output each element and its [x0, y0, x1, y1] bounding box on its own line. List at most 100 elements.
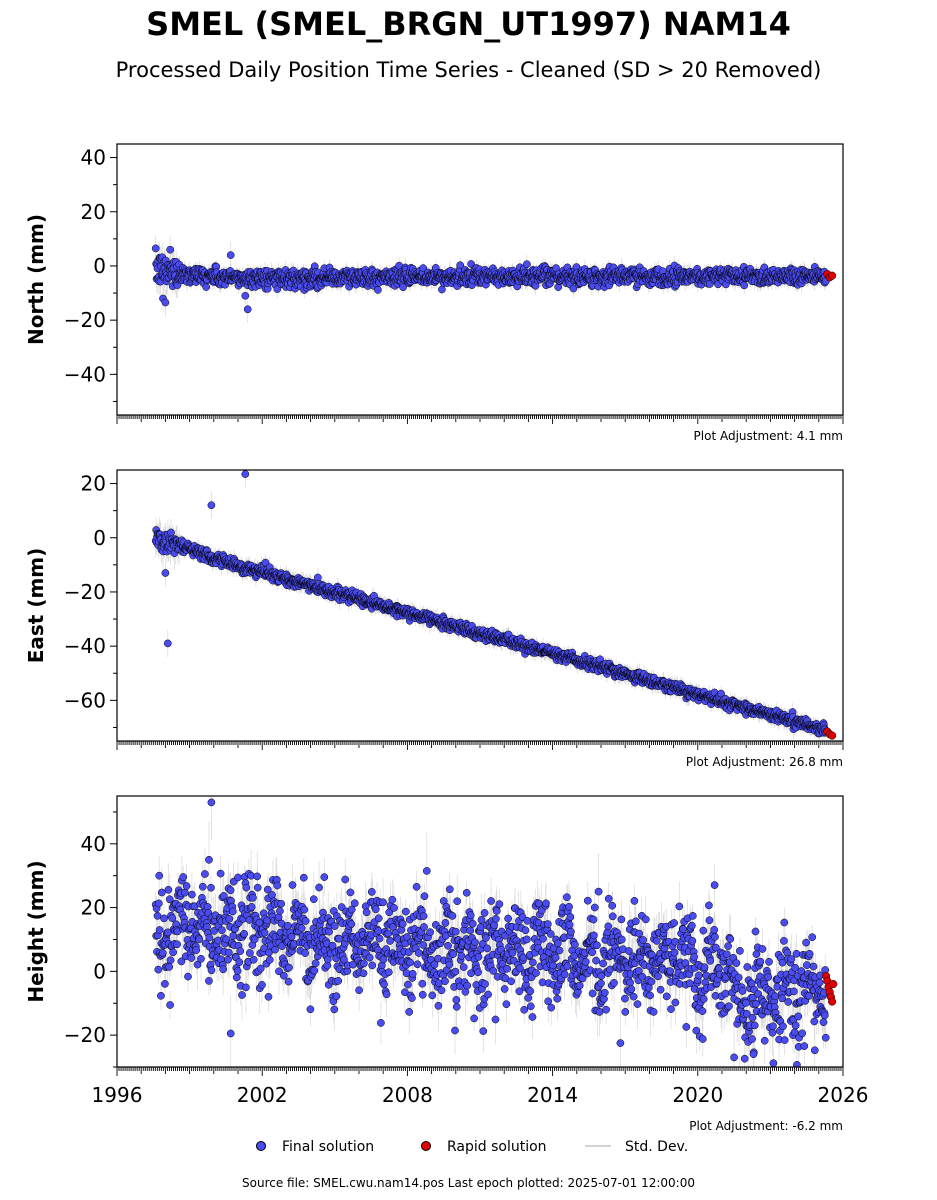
height-final-point [627, 985, 636, 994]
height-final-point [330, 922, 339, 930]
east-final-points [151, 470, 830, 738]
north-final-point [243, 305, 252, 314]
east-final-point [241, 470, 250, 478]
height-final-point [508, 948, 517, 957]
height-final-point [453, 897, 462, 906]
height-final-point [418, 990, 427, 999]
height-final-point [404, 980, 412, 989]
height-final-point [408, 994, 416, 1002]
height-final-point [595, 1008, 604, 1016]
height-final-point [181, 888, 189, 897]
height-final-point [468, 919, 477, 928]
height-final-point [448, 912, 457, 920]
height-final-point [335, 934, 343, 943]
height-final-point [445, 960, 454, 969]
height-final-point [177, 957, 186, 966]
north-ytick-label: 20 [81, 200, 106, 224]
height-final-point [481, 980, 489, 988]
height-final-point [347, 920, 356, 928]
east-final-point [163, 639, 172, 648]
north-final-point [166, 245, 175, 254]
height-final-point [634, 967, 643, 975]
height-final-point [284, 977, 293, 986]
height-final-point [555, 946, 564, 955]
north-final-point [569, 284, 578, 293]
height-final-point [279, 971, 288, 980]
height-final-point [463, 981, 472, 990]
height-final-point [565, 920, 574, 929]
height-final-point [166, 1001, 174, 1009]
height-final-point [258, 981, 266, 989]
height-final-point [547, 1003, 556, 1012]
height-final-point [154, 899, 163, 908]
height-final-point [265, 955, 274, 964]
height-final-point [420, 923, 428, 931]
east-final-point [167, 528, 175, 537]
height-final-point [524, 994, 533, 1002]
height-final-point [328, 941, 337, 950]
height-final-point [526, 1002, 535, 1011]
height-final-point [401, 907, 410, 916]
height-final-point [315, 883, 323, 892]
height-final-point [474, 968, 482, 977]
height-final-point [549, 961, 557, 970]
height-final-point [437, 986, 446, 995]
height-final-point [544, 997, 553, 1006]
height-final-point [386, 937, 394, 945]
height-final-point [604, 922, 613, 931]
height-final-point [155, 926, 164, 934]
north-ytick-label: −20 [64, 308, 106, 332]
height-final-point [583, 896, 592, 905]
height-final-point [287, 932, 296, 941]
height-final-point [477, 916, 486, 924]
east-rapid-points [823, 727, 837, 740]
height-final-point [621, 1008, 630, 1016]
height-final-point [310, 966, 319, 975]
height-final-point [192, 946, 201, 954]
height-final-point [341, 875, 350, 884]
height-final-points [151, 798, 830, 1067]
height-final-point [334, 977, 343, 985]
height-final-point [500, 985, 509, 993]
height-final-point [466, 911, 475, 920]
height-final-point [593, 941, 601, 950]
height-final-point [249, 893, 257, 902]
east-rapid-point [828, 731, 837, 740]
chart-subtitle: Processed Daily Position Time Series - C… [115, 58, 822, 82]
height-final-point [563, 962, 572, 971]
height-final-point [489, 967, 498, 975]
north-final-point [202, 283, 211, 291]
north-final-point [226, 251, 235, 259]
height-final-point [320, 873, 329, 881]
height-final-point [504, 914, 512, 923]
height-final-point [273, 881, 282, 890]
north-plot-adjustment: Plot Adjustment: 4.1 mm [694, 429, 843, 443]
height-final-point [445, 885, 454, 894]
height-final-point [377, 1019, 385, 1027]
height-final-point [608, 901, 617, 910]
height-final-point [413, 960, 422, 969]
height-final-point [563, 893, 571, 902]
height-final-point [309, 895, 318, 904]
height-final-point [470, 1014, 478, 1023]
height-final-point [340, 955, 348, 964]
height-final-point [193, 960, 202, 969]
height-final-point [379, 898, 387, 907]
north-final-point [523, 260, 531, 269]
north-final-point [740, 281, 749, 290]
height-final-point [617, 935, 626, 944]
height-final-point [502, 1000, 511, 1009]
height-final-point [250, 935, 259, 944]
height-final-point [288, 881, 297, 889]
height-final-point [311, 959, 320, 968]
height-final-point [635, 929, 644, 938]
height-final-point [588, 989, 597, 998]
height-final-point [367, 888, 376, 896]
height-final-point [451, 927, 460, 936]
height-final-point [532, 969, 540, 977]
height-final-point [276, 907, 284, 915]
height-final-point [570, 951, 579, 960]
height-final-point [419, 941, 428, 949]
